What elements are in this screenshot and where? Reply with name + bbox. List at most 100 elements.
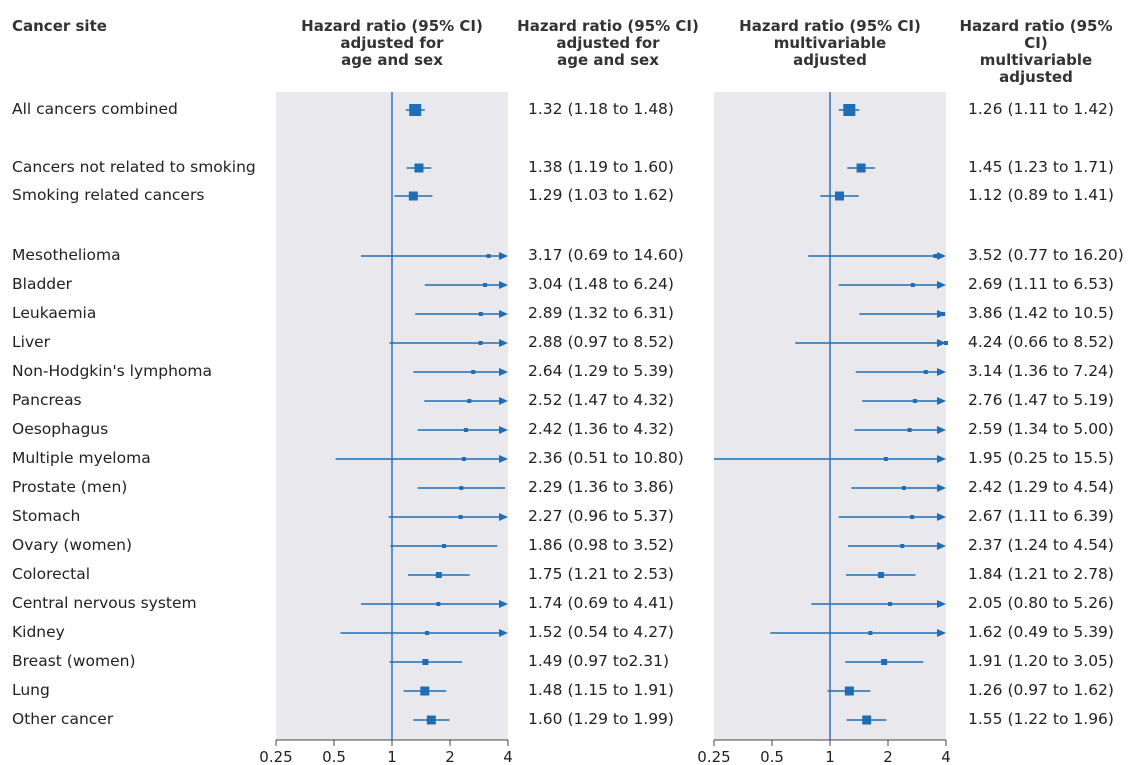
hr-marker xyxy=(862,715,872,725)
hr-marker xyxy=(459,486,464,490)
row-ci-2: 1.26 (1.11 to 1.42) xyxy=(968,100,1114,118)
row-label: Non-Hodgkin's lymphoma xyxy=(12,362,213,380)
row-label: Lung xyxy=(12,681,50,699)
hr-marker xyxy=(910,283,915,287)
row-ci-1: 1.74 (0.69 to 4.41) xyxy=(528,594,674,612)
row-ci-2: 1.62 (0.49 to 5.39) xyxy=(968,623,1114,641)
ci-arrow xyxy=(499,339,508,347)
hr-marker xyxy=(910,515,915,519)
row-ci-2: 3.86 (1.42 to 10.5) xyxy=(968,304,1114,322)
row-ci-1: 1.38 (1.19 to 1.60) xyxy=(528,158,674,176)
row-label: Liver xyxy=(12,333,51,351)
header-cancer-site: Cancer site xyxy=(12,17,107,35)
row-label: Breast (women) xyxy=(12,652,136,670)
row-ci-1: 2.27 (0.96 to 5.37) xyxy=(528,507,674,525)
hr-marker xyxy=(414,163,424,173)
ci-arrow xyxy=(937,281,946,289)
row-label: Colorectal xyxy=(12,565,91,583)
row-label: Stomach xyxy=(12,507,81,525)
hr-marker xyxy=(461,457,466,461)
row-label: Pancreas xyxy=(12,391,82,409)
hr-marker xyxy=(441,544,446,548)
row-ci-2: 1.12 (0.89 to 1.41) xyxy=(968,186,1114,204)
row-ci-1: 2.52 (1.47 to 4.32) xyxy=(528,391,674,409)
hr-marker xyxy=(425,631,430,635)
hr-marker xyxy=(467,399,472,403)
row-label: Prostate (men) xyxy=(12,478,128,496)
row-ci-2: 2.69 (1.11 to 6.53) xyxy=(968,275,1114,293)
header-panel1: Hazard ratio (95% CI) adjusted for age a… xyxy=(301,17,483,69)
hr-marker xyxy=(881,659,888,665)
row-label: Multiple myeloma xyxy=(12,449,151,467)
row-label: Central nervous system xyxy=(12,594,197,612)
row-label: Oesophagus xyxy=(12,420,109,438)
panel2-tick-label: 2 xyxy=(883,748,893,765)
hr-marker xyxy=(478,341,483,345)
row-ci-1: 2.36 (0.51 to 10.80) xyxy=(528,449,684,467)
row-ci-2: 1.84 (1.21 to 2.78) xyxy=(968,565,1114,583)
hr-marker xyxy=(422,659,429,665)
row-ci-1: 1.48 (1.15 to 1.91) xyxy=(528,681,674,699)
row-ci-2: 2.37 (1.24 to 4.54) xyxy=(968,536,1114,554)
hr-marker xyxy=(420,686,430,696)
hr-marker xyxy=(426,715,436,725)
panel1-tick-label: 0.25 xyxy=(259,748,292,765)
panel2-tick-label: 0.25 xyxy=(697,748,730,765)
ci-arrow xyxy=(937,542,946,550)
ci-arrow xyxy=(499,426,508,434)
hr-marker xyxy=(463,428,468,432)
hr-marker xyxy=(471,370,476,374)
row-ci-2: 3.14 (1.36 to 7.24) xyxy=(968,362,1114,380)
ci-arrow xyxy=(499,629,508,637)
row-label: Other cancer xyxy=(12,710,114,728)
row-ci-1: 2.42 (1.36 to 4.32) xyxy=(528,420,674,438)
row-ci-2: 2.59 (1.34 to 5.00) xyxy=(968,420,1114,438)
row-ci-2: 4.24 (0.66 to 8.52) xyxy=(968,333,1114,351)
panel2-tick-label: 4 xyxy=(941,748,951,765)
hr-marker xyxy=(844,686,854,696)
ci-arrow xyxy=(937,397,946,405)
row-label: Leukaemia xyxy=(12,304,97,322)
hr-marker xyxy=(888,602,893,606)
hr-marker xyxy=(478,312,483,316)
header-panel2: Hazard ratio (95% CI) multivariable adju… xyxy=(739,17,921,69)
hr-marker xyxy=(868,631,873,635)
row-ci-2: 1.26 (0.97 to 1.62) xyxy=(968,681,1114,699)
header-ci2: Hazard ratio (95% CI) multivariable adju… xyxy=(959,17,1113,86)
row-ci-2: 1.91 (1.20 to 3.05) xyxy=(968,652,1114,670)
hr-marker xyxy=(408,191,418,201)
hr-marker xyxy=(943,341,948,345)
row-ci-1: 2.88 (0.97 to 8.52) xyxy=(528,333,674,351)
row-ci-1: 1.86 (0.98 to 3.52) xyxy=(528,536,674,554)
ci-arrow xyxy=(937,455,946,463)
ci-arrow xyxy=(937,368,946,376)
ci-arrow xyxy=(499,368,508,376)
ci-arrow xyxy=(499,310,508,318)
row-label: Smoking related cancers xyxy=(12,186,205,204)
row-ci-1: 1.49 (0.97 to2.31) xyxy=(528,652,670,670)
hr-marker xyxy=(901,486,906,490)
row-ci-2: 2.76 (1.47 to 5.19) xyxy=(968,391,1114,409)
panel2-tick-label: 1 xyxy=(825,748,835,765)
hr-marker xyxy=(834,191,844,201)
hr-marker xyxy=(941,312,946,316)
hr-marker xyxy=(409,104,422,116)
row-ci-2: 1.55 (1.22 to 1.96) xyxy=(968,710,1114,728)
hr-marker xyxy=(907,428,912,432)
hr-marker xyxy=(458,515,463,519)
panel1-tick-label: 4 xyxy=(503,748,513,765)
row-label: All cancers combined xyxy=(12,100,178,118)
ci-arrow xyxy=(499,397,508,405)
hr-marker xyxy=(912,399,917,403)
hr-marker xyxy=(843,104,856,116)
row-ci-1: 3.17 (0.69 to 14.60) xyxy=(528,246,684,264)
row-label: Bladder xyxy=(12,275,73,293)
row-ci-2: 3.52 (0.77 to 16.20) xyxy=(968,246,1124,264)
ci-arrow xyxy=(499,252,508,260)
row-ci-2: 2.67 (1.11 to 6.39) xyxy=(968,507,1114,525)
row-ci-1: 1.29 (1.03 to 1.62) xyxy=(528,186,674,204)
row-label: Kidney xyxy=(12,623,65,641)
ci-arrow xyxy=(937,513,946,521)
